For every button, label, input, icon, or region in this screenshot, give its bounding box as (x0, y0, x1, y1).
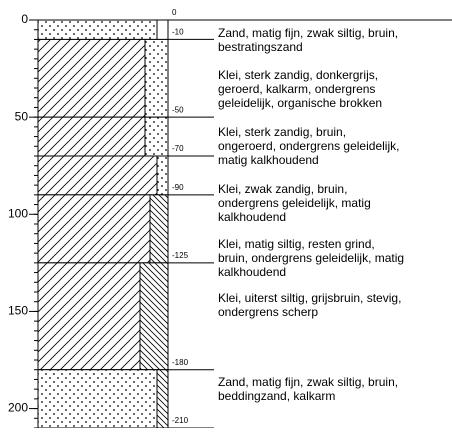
layer-description: ongeroerd, ondergrens geleidelijk, (218, 139, 399, 153)
layer-admixture (149, 194, 169, 264)
depth-tick-label: 0 (21, 12, 28, 26)
layer-admixture (156, 19, 169, 40)
depth-tick-label: 100 (8, 206, 28, 220)
layer-main (37, 38, 146, 118)
layer-description: geleidelijk, organische brokken (218, 96, 382, 110)
layer-description: Klei, zwak zandig, bruin, (218, 182, 347, 196)
boundary-label: -10 (172, 28, 184, 37)
layer-description: Klei, uiterst siltig, grijsbruin, stevig… (218, 291, 401, 305)
layer-admixture (156, 369, 169, 429)
layer-description: bruin, ondergrens geleidelijk, matig (218, 251, 404, 265)
layer-description: kalkhoudend (218, 210, 286, 224)
layer-admixture (139, 262, 169, 371)
depth-tick-label: 200 (8, 401, 28, 415)
boundary-label: -50 (172, 105, 184, 114)
layer-description: geroerd, kalkarm, ondergrens (218, 82, 375, 96)
boundary-label: -180 (172, 358, 189, 367)
layer-main (37, 262, 141, 371)
layer-description: beddingzand, kalkarm (218, 389, 335, 403)
layer-main (37, 155, 158, 196)
layer-description: ondergrens scherp (218, 305, 318, 319)
layer-main (37, 369, 158, 429)
layer-description: ondergrens geleidelijk, matig (218, 196, 371, 210)
layer-admixture (144, 116, 169, 157)
layer-description: Klei, sterk zandig, bruin, (218, 125, 346, 139)
layer-admixture (156, 155, 169, 196)
boundary-label: 0 (172, 8, 177, 17)
depth-tick-label: 150 (8, 304, 28, 318)
boundary-label: -90 (172, 183, 184, 192)
boundary-label: -125 (172, 251, 189, 260)
layer-description: Zand, matig fijn, zwak siltig, bruin, (218, 26, 398, 40)
layer-main (37, 19, 158, 40)
layer-description: matig kalkhoudend (218, 153, 319, 167)
layer-description: kalkhoudend (218, 265, 286, 279)
layer-admixture (144, 38, 169, 118)
layer-main (37, 116, 146, 157)
depth-tick-label: 50 (15, 109, 29, 123)
layer-description: Zand, matig fijn, zwak siltig, bruin, (218, 375, 398, 389)
layer-description: bestratingszand (218, 40, 303, 54)
layer-description: Klei, sterk zandig, donkergrijs, (218, 68, 378, 82)
layer-main (37, 194, 151, 264)
boundary-label: -70 (172, 144, 184, 153)
boundary-label: -210 (172, 416, 189, 425)
layer-description: Klei, matig siltig, resten grind, (218, 237, 375, 251)
